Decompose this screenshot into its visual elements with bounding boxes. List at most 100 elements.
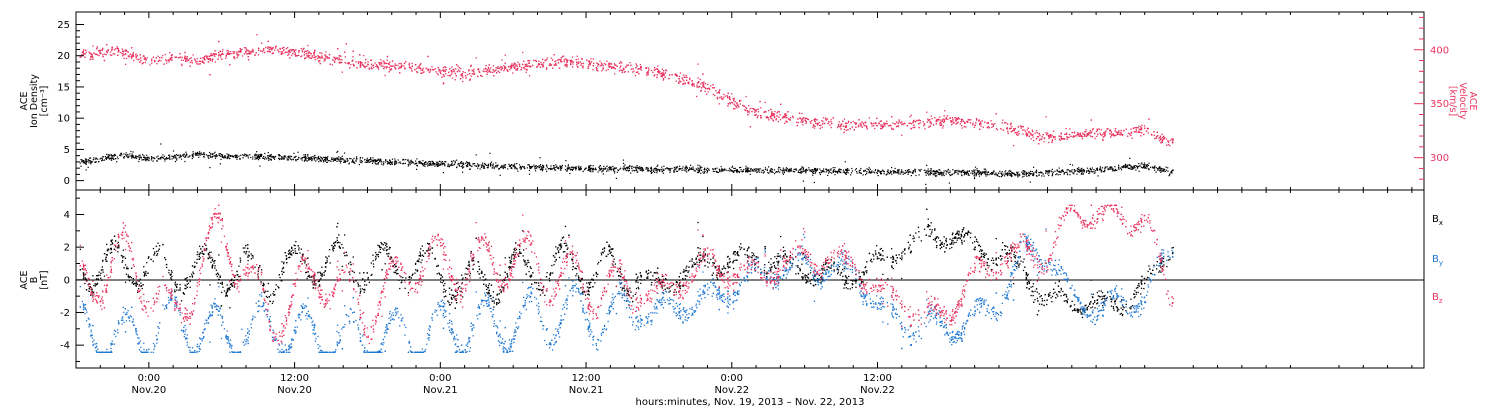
density-point bbox=[1100, 169, 1102, 171]
density-point bbox=[696, 169, 698, 171]
density-point bbox=[839, 168, 841, 171]
velocity-point bbox=[1085, 135, 1088, 138]
velocity-point bbox=[880, 125, 882, 127]
density-point bbox=[296, 158, 298, 161]
velocity-point bbox=[537, 63, 540, 65]
density-point bbox=[721, 170, 723, 173]
velocity-point bbox=[861, 121, 863, 123]
velocity-point bbox=[605, 69, 607, 72]
density-point bbox=[179, 156, 181, 158]
density-point bbox=[410, 159, 412, 161]
density-point bbox=[790, 170, 792, 172]
velocity-point bbox=[1080, 135, 1082, 138]
velocity-point bbox=[128, 55, 130, 57]
velocity-point bbox=[661, 68, 663, 70]
velocity-point bbox=[1078, 135, 1081, 137]
density-point bbox=[657, 168, 659, 170]
velocity-point bbox=[113, 49, 116, 51]
density-point bbox=[295, 160, 297, 162]
density-point bbox=[476, 165, 478, 167]
density-point bbox=[587, 169, 589, 171]
velocity-point bbox=[1118, 130, 1120, 132]
velocity-point bbox=[884, 125, 886, 127]
density-point bbox=[215, 154, 217, 156]
velocity-point bbox=[195, 61, 197, 63]
density-point bbox=[1078, 171, 1080, 173]
density-point bbox=[255, 153, 257, 155]
density-point bbox=[1089, 172, 1091, 174]
density-point bbox=[1118, 167, 1120, 169]
density-point bbox=[564, 169, 566, 171]
velocity-point bbox=[1011, 130, 1013, 133]
density-point bbox=[537, 166, 539, 168]
density-point bbox=[308, 159, 310, 161]
velocity-point bbox=[132, 55, 135, 57]
density-point bbox=[173, 156, 175, 158]
density-point bbox=[430, 162, 432, 164]
velocity-point bbox=[96, 54, 99, 56]
density-point bbox=[556, 167, 559, 169]
density-point bbox=[338, 156, 340, 158]
velocity-point bbox=[382, 60, 384, 62]
density-point bbox=[863, 170, 865, 172]
density-point bbox=[961, 174, 963, 176]
density-point bbox=[912, 172, 914, 174]
density-point bbox=[973, 169, 975, 171]
velocity-point bbox=[324, 54, 326, 56]
density-point bbox=[321, 158, 323, 160]
density-point bbox=[1042, 173, 1044, 175]
velocity-point bbox=[248, 51, 250, 53]
density-point bbox=[1139, 165, 1141, 167]
density-point bbox=[800, 172, 802, 174]
density-point bbox=[975, 172, 978, 174]
density-point bbox=[270, 155, 272, 157]
velocity-point bbox=[504, 54, 506, 56]
density-point bbox=[333, 157, 335, 160]
density-point bbox=[771, 168, 773, 170]
density-point bbox=[800, 168, 802, 170]
velocity-point bbox=[1084, 133, 1086, 136]
density-point bbox=[1047, 173, 1049, 175]
density-point bbox=[1134, 166, 1136, 169]
velocity-point bbox=[384, 74, 386, 77]
density-point bbox=[355, 160, 357, 162]
density-point bbox=[938, 171, 940, 174]
density-point bbox=[539, 157, 541, 159]
velocity-point bbox=[181, 56, 183, 59]
density-point bbox=[507, 168, 509, 170]
density-point bbox=[157, 158, 159, 160]
velocity-point bbox=[784, 114, 786, 117]
velocity-point bbox=[801, 112, 803, 115]
velocity-point bbox=[596, 62, 598, 64]
density-point bbox=[1137, 166, 1139, 168]
density-point bbox=[437, 162, 439, 164]
density-point bbox=[1063, 172, 1066, 174]
density-point bbox=[883, 173, 885, 175]
density-point bbox=[453, 160, 455, 162]
density-point bbox=[255, 154, 257, 156]
density-point bbox=[267, 155, 269, 157]
density-point bbox=[683, 169, 685, 171]
density-point bbox=[999, 170, 1001, 172]
velocity-point bbox=[1022, 129, 1024, 131]
density-point bbox=[914, 171, 916, 173]
density-point bbox=[264, 158, 266, 160]
velocity-point bbox=[98, 49, 100, 52]
velocity-point bbox=[664, 72, 666, 74]
density-point bbox=[1010, 173, 1012, 175]
velocity-point bbox=[696, 84, 698, 86]
density-point bbox=[1116, 169, 1118, 171]
density-point bbox=[1055, 174, 1057, 176]
density-point bbox=[893, 170, 895, 172]
density-point bbox=[887, 171, 889, 174]
density-point bbox=[550, 168, 552, 170]
density-point bbox=[283, 155, 285, 157]
density-point bbox=[244, 153, 246, 155]
density-point bbox=[222, 156, 224, 158]
density-point bbox=[833, 170, 835, 173]
velocity-point bbox=[460, 75, 463, 77]
density-point bbox=[812, 171, 814, 173]
density-point bbox=[1110, 166, 1112, 168]
density-point bbox=[103, 159, 105, 161]
density-point bbox=[747, 168, 749, 170]
